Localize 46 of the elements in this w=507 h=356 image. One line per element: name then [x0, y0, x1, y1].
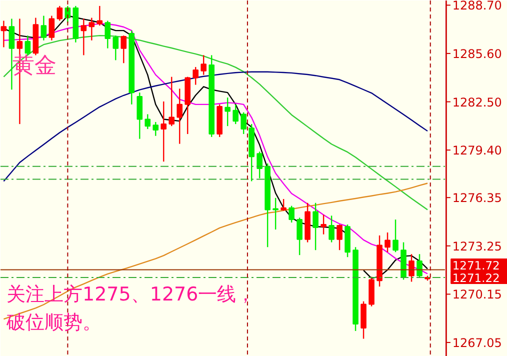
y-tick-label: 1270.15: [452, 288, 502, 302]
candlestick: [312, 202, 318, 251]
candlestick: [192, 66, 199, 86]
y-tick-label: 1288.70: [452, 0, 502, 13]
candlestick: [160, 100, 167, 162]
candlestick: [8, 18, 15, 90]
y-tick-label: 1282.50: [452, 95, 502, 110]
candlestick: [48, 15, 55, 41]
y-tick-label: 1276.35: [452, 191, 502, 206]
candlestick: [360, 300, 366, 340]
candlestick: [416, 254, 422, 278]
candlestick: [392, 218, 398, 253]
ref-line-label: 1271.22: [452, 271, 500, 286]
ref-line-label: 1271.72: [452, 258, 500, 273]
candlestick: [232, 104, 238, 125]
candlestick: [320, 214, 326, 235]
y-tick-label: 1285.60: [452, 46, 502, 61]
candlestick: [152, 121, 159, 136]
candlestick: [384, 232, 390, 253]
candlestick: [288, 205, 294, 224]
candlestick: [200, 54, 207, 76]
y-tick-label: 1267.05: [452, 336, 502, 350]
candlestick: [40, 15, 47, 41]
candlestick: [336, 224, 342, 251]
candlestick: [408, 254, 414, 282]
annotation: 破位顺势。: [6, 312, 102, 334]
candlestick: [168, 76, 175, 127]
candlestick: [88, 17, 95, 41]
candlestick: [0, 20, 7, 48]
candlestick: [136, 92, 143, 140]
candlestick: [120, 34, 127, 64]
candlestick: [144, 114, 151, 130]
candlestick: [256, 151, 262, 179]
y-tick-label: 1279.40: [452, 144, 502, 158]
y-tick-label: 1273.25: [452, 239, 502, 254]
candlestick: [280, 198, 286, 212]
candlestick: [328, 215, 334, 243]
candlestick: [24, 34, 31, 56]
candlestick: [296, 217, 302, 256]
candlestick: [240, 112, 246, 135]
candlestick: [176, 88, 183, 144]
candlestick: [80, 18, 87, 56]
candlestick: [112, 34, 119, 61]
candlestick: [224, 96, 230, 127]
candlestick: [56, 5, 63, 22]
candlestick: [104, 20, 111, 49]
